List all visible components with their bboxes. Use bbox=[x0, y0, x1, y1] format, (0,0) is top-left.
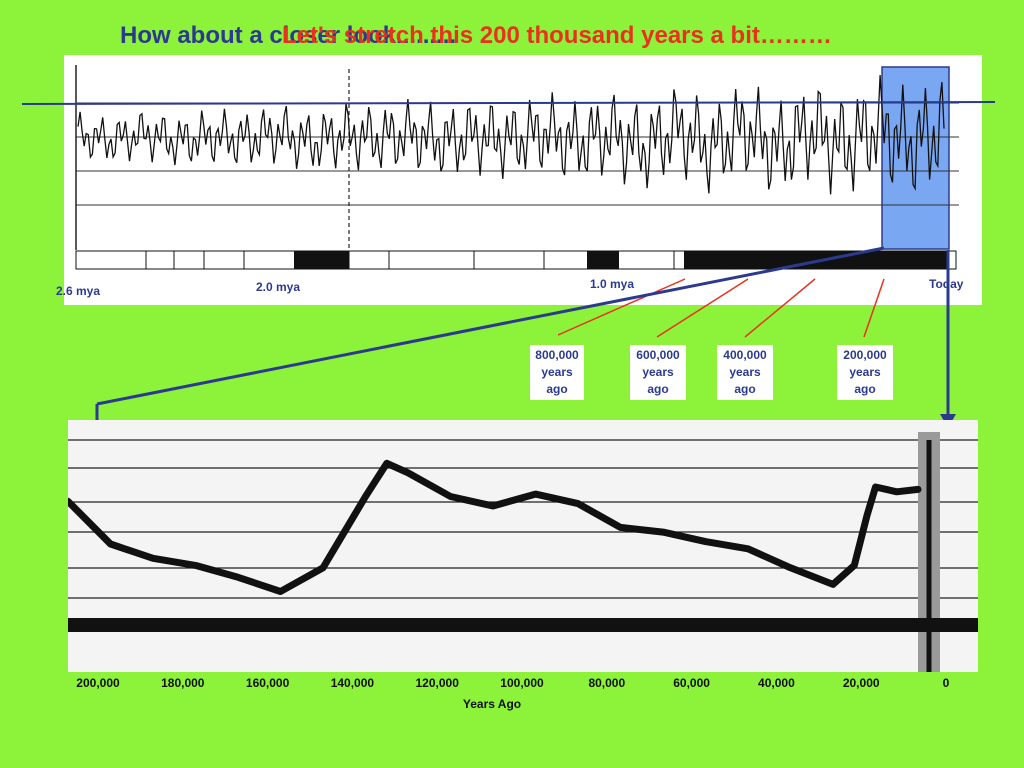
long-term-record-chart bbox=[64, 55, 982, 305]
x-tick-label: 100,000 bbox=[500, 676, 544, 690]
title-overlay-a: How about a closer look......... bbox=[120, 22, 457, 49]
zoomed-200k-chart bbox=[68, 420, 978, 672]
callout-800k-text: 800,000 years ago bbox=[535, 348, 579, 396]
label-1-0-mya: 1.0 mya bbox=[590, 277, 635, 291]
callout-600k: 600,000 years ago bbox=[630, 345, 686, 400]
label-2-0-mya: 2.0 mya bbox=[256, 280, 301, 294]
callout-line-600k bbox=[656, 278, 749, 338]
x-tick-label: 60,000 bbox=[673, 676, 710, 690]
callout-800k: 800,000 years ago bbox=[530, 345, 584, 400]
x-tick-label: 140,000 bbox=[330, 676, 375, 690]
x-tick-label: 180,000 bbox=[161, 676, 205, 690]
bottom-series-line bbox=[68, 459, 922, 595]
horizontal-reference-line bbox=[21, 101, 996, 105]
top-series-line bbox=[77, 75, 945, 195]
callout-200k-text: 200,000 years ago bbox=[843, 348, 887, 396]
label-2-6-mya: 2.6 mya bbox=[56, 284, 101, 298]
bottom-black-band bbox=[68, 618, 978, 632]
zoom-line-left bbox=[96, 246, 885, 406]
x-tick-label: 80,000 bbox=[588, 676, 626, 690]
timescale-segment-0 bbox=[294, 251, 349, 269]
label-today: Today bbox=[929, 277, 964, 291]
bottom-chart-background bbox=[68, 420, 978, 672]
title-overlay-b: Let's stretch this 200 thousand years a … bbox=[282, 22, 832, 49]
x-tick-label: 160,000 bbox=[245, 676, 290, 690]
callout-600k-text: 600,000 years ago bbox=[636, 348, 680, 396]
x-tick-label: 20,000 bbox=[842, 676, 880, 690]
x-tick-label: 40,000 bbox=[758, 676, 795, 690]
x-tick-label: 0 bbox=[942, 676, 950, 690]
callout-line-400k bbox=[744, 278, 816, 338]
callout-400k-text: 400,000 years ago bbox=[723, 348, 767, 396]
callout-200k: 200,000 years ago bbox=[837, 345, 893, 400]
callout-line-200k bbox=[863, 278, 885, 338]
timescale-segment-2 bbox=[684, 251, 764, 269]
timescale-segment-3 bbox=[764, 251, 947, 269]
callout-line-800k bbox=[557, 278, 686, 336]
x-axis-label: Years Ago bbox=[462, 697, 522, 711]
x-tick-label: 120,000 bbox=[415, 676, 459, 690]
timescale-segment-1 bbox=[587, 251, 619, 269]
x-tick-label: 200,000 bbox=[76, 676, 120, 690]
callout-400k: 400,000 years ago bbox=[717, 345, 773, 400]
